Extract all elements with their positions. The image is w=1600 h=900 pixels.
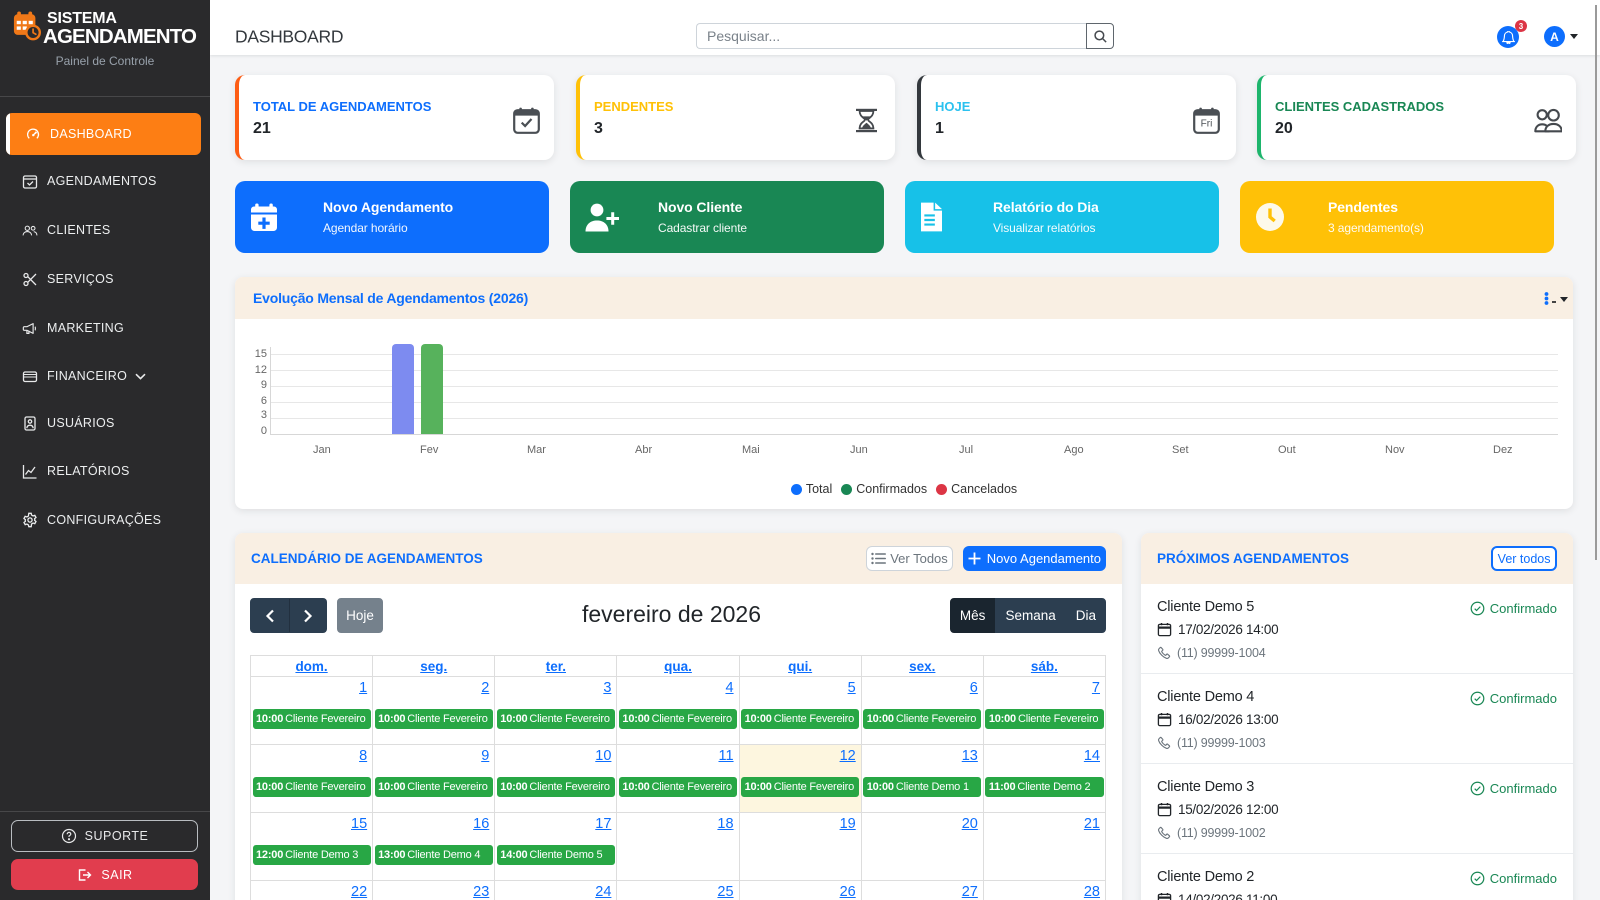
- svg-text:Fri: Fri: [1201, 119, 1213, 130]
